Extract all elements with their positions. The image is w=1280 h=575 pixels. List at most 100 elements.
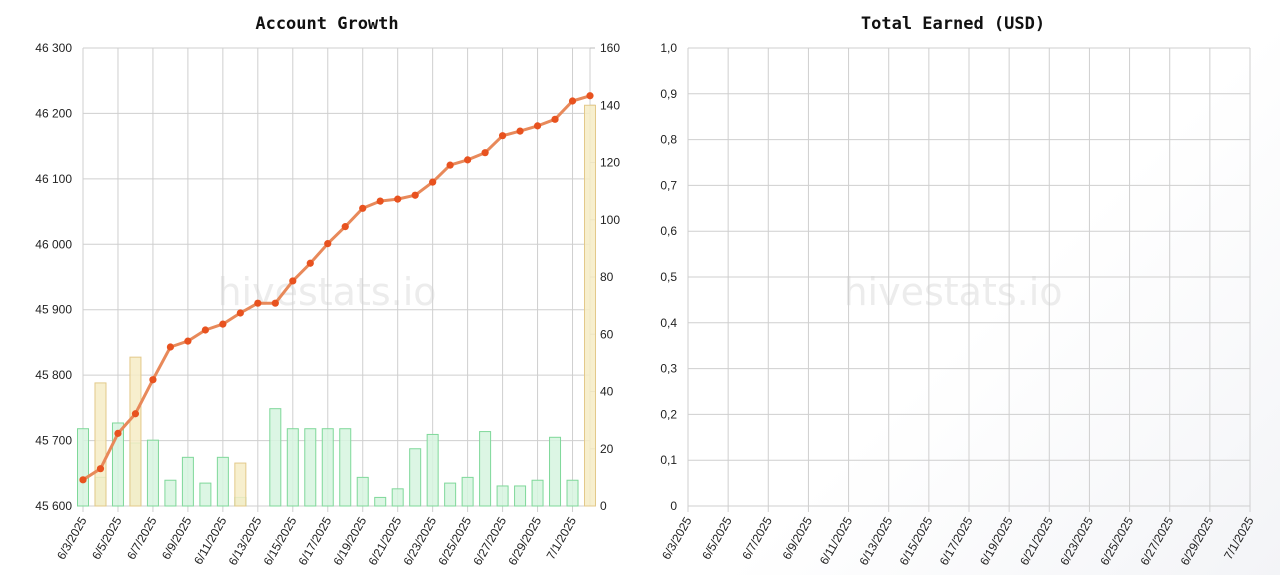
data-point	[533, 122, 542, 130]
bar	[584, 104, 596, 507]
bar	[531, 479, 544, 507]
data-point	[446, 161, 454, 169]
bar	[286, 428, 299, 507]
bar	[111, 422, 124, 507]
x-tick-label: 6/13/2025	[856, 514, 895, 568]
data-point	[586, 92, 594, 100]
x-tick-label: 6/25/2025	[1097, 514, 1136, 568]
y-right-tick-label: 80	[600, 270, 614, 284]
x-tick-label: 6/21/2025	[1017, 514, 1056, 568]
y-left-tick-label: 46 000	[35, 237, 72, 251]
grid	[687, 47, 1251, 512]
y-tick-label: 0,2	[660, 407, 677, 421]
x-tick-label: 6/3/2025	[54, 514, 90, 562]
x-tick-label: 6/11/2025	[817, 514, 856, 567]
x-tick-label: 6/3/2025	[659, 514, 695, 562]
y-left-tick-label: 45 600	[35, 499, 72, 513]
data-point	[498, 132, 507, 140]
bar	[444, 482, 457, 507]
bar	[234, 462, 247, 507]
bar	[304, 428, 317, 507]
y-right-tick-label: 100	[600, 213, 620, 227]
data-point	[481, 149, 489, 157]
data-point	[411, 191, 419, 199]
y-left-tick-label: 46 300	[35, 41, 72, 55]
bar	[339, 428, 352, 507]
data-point	[79, 476, 87, 484]
y-tick-label: 0,6	[660, 224, 677, 238]
x-tick-label: 6/11/2025	[191, 514, 230, 567]
x-tick-label: 6/21/2025	[365, 514, 404, 568]
bar	[479, 431, 492, 507]
data-point	[271, 299, 279, 307]
data-point	[201, 326, 209, 334]
x-tick-label: 6/7/2025	[124, 514, 160, 562]
bar	[269, 408, 282, 507]
x-tick-label: 6/27/2025	[1137, 514, 1176, 568]
chart-title: Total Earned (USD)	[861, 14, 1045, 34]
data-point	[394, 195, 402, 203]
data-point	[114, 429, 122, 437]
y-right-tick-label: 140	[600, 98, 620, 112]
data-point	[341, 223, 349, 231]
x-tick-label: 6/5/2025	[699, 514, 735, 562]
x-tick-label: 6/13/2025	[226, 514, 265, 568]
y-tick-label: 0,8	[660, 133, 677, 147]
x-tick-label: 6/23/2025	[400, 514, 439, 568]
y-right-tick-label: 20	[600, 442, 614, 456]
x-tick-label: 7/1/2025	[544, 514, 580, 562]
y-right-tick-label: 120	[600, 156, 620, 170]
y-left-tick-label: 45 900	[35, 303, 72, 317]
bar	[374, 496, 387, 507]
data-point	[131, 410, 140, 418]
y-left-tick-label: 46 200	[35, 106, 72, 120]
y-right-tick-label: 0	[600, 499, 607, 513]
x-tick-label: 6/15/2025	[897, 514, 936, 568]
bar	[566, 479, 579, 507]
bar	[146, 439, 159, 507]
x-tick-label: 6/9/2025	[780, 514, 816, 562]
data-point	[306, 259, 314, 267]
y-right-tick-label: 60	[600, 327, 614, 341]
bar	[216, 456, 229, 507]
x-tick-label: 6/5/2025	[89, 514, 125, 562]
x-tick-label: 6/27/2025	[470, 514, 509, 568]
x-tick-label: 6/29/2025	[505, 514, 544, 568]
data-point	[551, 115, 559, 123]
data-point	[254, 299, 262, 307]
y-right-tick-label: 160	[600, 41, 620, 55]
x-tick-label: 6/17/2025	[296, 514, 335, 568]
x-tick-label: 6/19/2025	[331, 514, 370, 568]
data-point	[464, 156, 472, 164]
y-tick-label: 1,0	[660, 41, 677, 55]
y-tick-label: 0	[670, 499, 677, 513]
data-point	[324, 240, 332, 248]
data-point	[289, 277, 297, 285]
y-tick-label: 0,7	[660, 178, 677, 192]
x-tick-label: 6/19/2025	[977, 514, 1016, 568]
data-point	[166, 343, 175, 351]
x-tick-label: 6/15/2025	[261, 514, 300, 568]
bars	[77, 104, 596, 507]
bar	[496, 485, 509, 507]
data-point	[219, 320, 227, 328]
y-tick-label: 0,4	[660, 316, 677, 330]
x-tick-label: 6/17/2025	[937, 514, 976, 568]
data-point	[429, 178, 437, 186]
bar	[94, 382, 107, 507]
chart-title: Account Growth	[255, 14, 398, 34]
data-point	[184, 337, 192, 345]
y-tick-label: 0,9	[660, 87, 677, 101]
bar	[391, 488, 404, 507]
x-tick-label: 6/23/2025	[1057, 514, 1096, 568]
bar	[199, 482, 212, 507]
y-tick-label: 0,1	[660, 453, 677, 467]
data-point	[568, 97, 577, 105]
bar	[164, 479, 177, 507]
bar	[129, 356, 142, 507]
data-point	[359, 204, 367, 212]
total-earned-chart: Total Earned (USD) hivestats.io 00,10,20…	[659, 14, 1257, 568]
y-tick-label: 0,5	[660, 270, 677, 284]
